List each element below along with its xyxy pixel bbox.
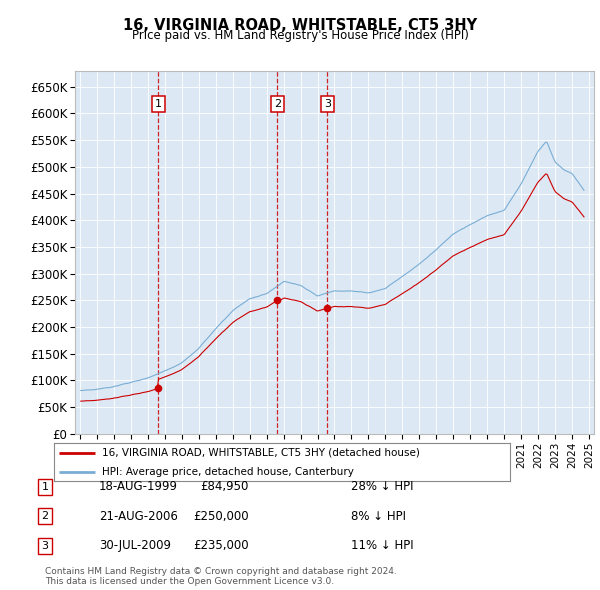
Text: 18-AUG-1999: 18-AUG-1999 [99, 480, 178, 493]
Text: 2: 2 [41, 512, 49, 521]
Text: 3: 3 [324, 99, 331, 109]
Text: 21-AUG-2006: 21-AUG-2006 [99, 510, 178, 523]
Text: Price paid vs. HM Land Registry's House Price Index (HPI): Price paid vs. HM Land Registry's House … [131, 30, 469, 42]
Text: 16, VIRGINIA ROAD, WHITSTABLE, CT5 3HY (detached house): 16, VIRGINIA ROAD, WHITSTABLE, CT5 3HY (… [102, 448, 420, 458]
Text: £250,000: £250,000 [193, 510, 249, 523]
Text: £84,950: £84,950 [200, 480, 249, 493]
Text: 1: 1 [41, 482, 49, 491]
Text: This data is licensed under the Open Government Licence v3.0.: This data is licensed under the Open Gov… [45, 577, 334, 586]
Text: 28% ↓ HPI: 28% ↓ HPI [351, 480, 413, 493]
Text: Contains HM Land Registry data © Crown copyright and database right 2024.: Contains HM Land Registry data © Crown c… [45, 568, 397, 576]
Text: £235,000: £235,000 [193, 539, 249, 552]
Text: 16, VIRGINIA ROAD, WHITSTABLE, CT5 3HY: 16, VIRGINIA ROAD, WHITSTABLE, CT5 3HY [123, 18, 477, 32]
Text: 2: 2 [274, 99, 281, 109]
Text: 11% ↓ HPI: 11% ↓ HPI [351, 539, 413, 552]
Text: 1: 1 [155, 99, 162, 109]
Text: 3: 3 [41, 541, 49, 550]
Text: 30-JUL-2009: 30-JUL-2009 [99, 539, 171, 552]
Text: HPI: Average price, detached house, Canterbury: HPI: Average price, detached house, Cant… [102, 467, 354, 477]
Text: 8% ↓ HPI: 8% ↓ HPI [351, 510, 406, 523]
